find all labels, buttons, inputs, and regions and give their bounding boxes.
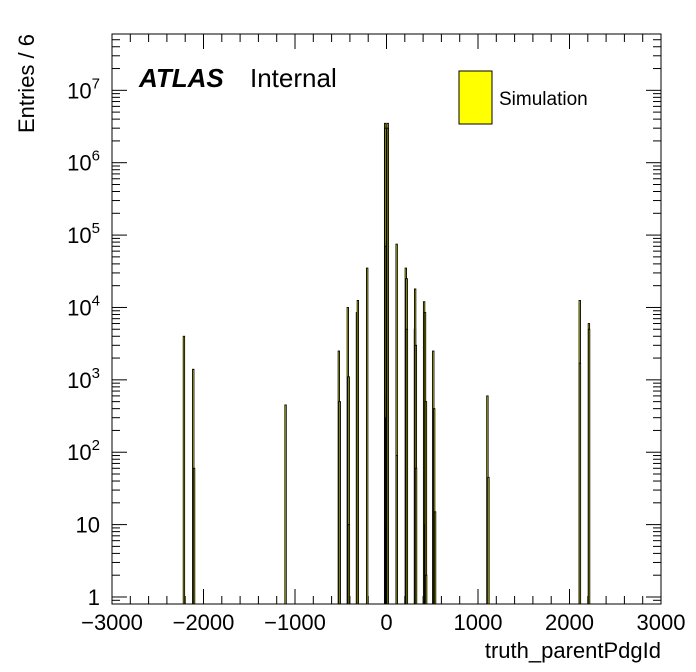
bar-38 — [433, 511, 437, 605]
internal-label: Internal — [250, 63, 337, 93]
x-axis-ticks: −3000 −2000 −1000 0 1000 2000 3000 — [81, 34, 685, 635]
bar-5 — [338, 401, 341, 605]
x-tick-label-2: −1000 — [264, 610, 326, 635]
y-tick-label-0: 1 — [88, 585, 100, 610]
bar-35 — [424, 574, 428, 605]
bar-21 — [386, 127, 390, 605]
x-tick-label-3: 0 — [380, 610, 392, 635]
bar-30 — [414, 467, 418, 605]
x-tick-label-6: 3000 — [637, 610, 686, 635]
x-tick-label-5: 2000 — [545, 610, 594, 635]
y-tick-label-1: 10 — [76, 513, 100, 538]
y-tick-label-4: 104 — [67, 292, 100, 320]
y-axis-title: Entries / 6 — [14, 34, 39, 133]
y-tick-label-7: 107 — [67, 75, 100, 103]
legend-swatch — [458, 70, 493, 125]
legend-entry-simulation: Simulation — [499, 89, 588, 110]
bar-34 — [424, 401, 428, 605]
bar-3 — [284, 404, 287, 605]
bar-23 — [395, 455, 398, 605]
x-tick-label-0: −3000 — [81, 610, 143, 635]
x-tick-label-4: 1000 — [454, 610, 503, 635]
bar-8 — [347, 524, 351, 605]
x-axis-title: truth_parentPdgId — [485, 638, 661, 663]
y-tick-label-3: 103 — [67, 365, 100, 393]
bar-10 — [356, 300, 360, 605]
y-tick-label-5: 105 — [67, 220, 100, 248]
bar-42 — [578, 362, 582, 605]
y-tick-label-2: 102 — [67, 437, 100, 465]
bar-11 — [366, 267, 369, 605]
histogram-bars — [182, 122, 591, 605]
atlas-label: ATLAS — [138, 63, 224, 93]
bar-44 — [587, 328, 591, 605]
bar-0 — [182, 335, 186, 605]
bar-2 — [192, 467, 196, 605]
y-tick-label-6: 106 — [67, 148, 100, 176]
bar-26 — [405, 328, 409, 605]
x-tick-label-1: −2000 — [173, 610, 235, 635]
y-axis-ticks: 1 10 102 103 104 105 106 107 — [67, 33, 661, 610]
bar-40 — [487, 476, 490, 605]
